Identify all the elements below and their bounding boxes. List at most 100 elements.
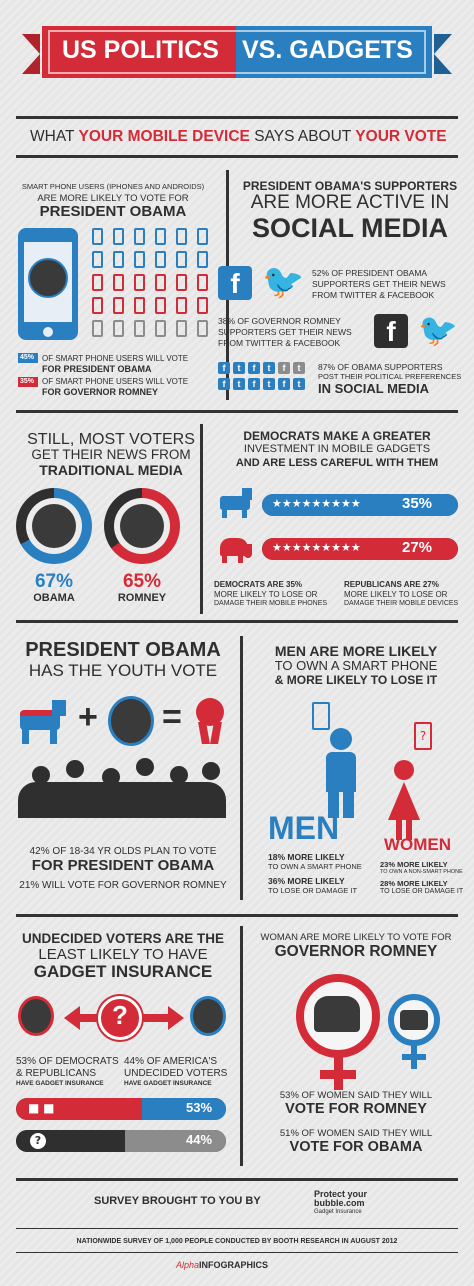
- insurance-undecided-bar-rest: [125, 1130, 226, 1152]
- insurance-undecided-bar: ?: [16, 1130, 226, 1152]
- obama-portrait: [190, 996, 226, 1036]
- s2-p1b: SUPPORTERS GET THEIR NEWS: [312, 279, 446, 289]
- divider: [16, 1178, 458, 1181]
- plus-sign: +: [78, 698, 98, 736]
- s8-p2: VOTE FOR ROMNEY: [285, 1101, 427, 1117]
- brand-line-1: Protect your: [314, 1189, 368, 1199]
- divider: [16, 155, 458, 158]
- phone-icon: [92, 251, 103, 268]
- s8-title-1: WOMAN ARE MORE LIKELY TO VOTE FOR: [260, 932, 452, 943]
- page-subtitle: WHAT YOUR MOBILE DEVICE SAYS ABOUT YOUR …: [30, 128, 447, 145]
- s2-p3b: POST THEIR POLITICAL PREFERENCES: [318, 372, 462, 381]
- equals-sign: =: [162, 698, 182, 736]
- legend-2-pct: 35%: [20, 378, 35, 385]
- phone-icon: [92, 274, 103, 291]
- s4-r2: MORE LIKELY TO LOSE OR: [344, 590, 448, 599]
- phone-icon: [92, 228, 103, 245]
- phone-icon: [176, 274, 187, 291]
- s4-d2: MORE LIKELY TO LOSE OR: [214, 590, 318, 599]
- twitter-icon: 🐦: [418, 311, 458, 349]
- phone-icon: [92, 320, 103, 337]
- phone-icon: [155, 297, 166, 314]
- bar-stars: ★★★★★★★★★: [272, 497, 361, 510]
- elephant-icon: [218, 534, 254, 564]
- phone-question-icon: ?: [414, 722, 432, 750]
- phone-icon: [176, 228, 187, 245]
- footer-survey: SURVEY BROUGHT TO YOU BY: [94, 1195, 261, 1207]
- facebook-icon: f: [218, 378, 230, 390]
- democrats-bar: ★★★★★★★★★: [262, 494, 458, 516]
- legend-blue-swatch: [18, 353, 38, 363]
- phone-icon: [197, 320, 208, 337]
- s7-b3: HAVE GADGET INSURANCE: [124, 1080, 212, 1087]
- romney-ring-chart: [104, 488, 180, 564]
- s7-title-1: UNDECIDED VOTERS ARE THE: [21, 931, 225, 946]
- phone-icon: [134, 274, 145, 291]
- s2-p2c: FROM TWITTER & FACEBOOK: [218, 338, 341, 348]
- romney-portrait: [120, 504, 164, 548]
- obama-pct: 67%: [34, 571, 74, 592]
- s2-title-3: SOCIAL MEDIA: [251, 213, 448, 243]
- s6-title-1: MEN ARE MORE LIKELY: [274, 643, 438, 659]
- s6-title-3: & MORE LIKELY TO LOSE IT: [274, 673, 438, 687]
- divider: [16, 410, 458, 413]
- banner-title-right: VS. GADGETS: [242, 36, 413, 64]
- insurance-party-bar-fill-blue: [142, 1098, 226, 1120]
- s8-p1: 53% OF WOMEN SAID THEY WILL: [279, 1090, 433, 1101]
- s2-p1c: FROM TWITTER & FACEBOOK: [312, 290, 435, 300]
- brand-line-3: Gadget Insurance: [314, 1208, 362, 1215]
- s5-f3: 21% WILL VOTE FOR GOVERNOR ROMNEY: [19, 880, 227, 891]
- banner-ribbon-left-tail: [22, 34, 40, 74]
- s1-intro: SMART PHONE USERS (IPHONES AND ANDROIDS): [21, 182, 205, 191]
- phone-home-button: [43, 327, 53, 337]
- s7-title-3: GADGET INSURANCE: [33, 962, 213, 981]
- donkey-icon: [18, 700, 68, 744]
- facebook-icon: f: [248, 362, 260, 374]
- footer-note: NATIONWIDE SURVEY OF 1,000 PEOPLE CONDUC…: [76, 1238, 398, 1245]
- insurance-party-bar-fill-red: [16, 1098, 142, 1120]
- phone-icon: [113, 320, 124, 337]
- s6-w1: 23% MORE LIKELY: [380, 860, 448, 869]
- s2-p2a: 38% OF GOVERNOR ROMNEY: [218, 316, 341, 326]
- s2-p2b: SUPPORTERS GET THEIR NEWS: [218, 327, 352, 337]
- question-mark-glyph: ?: [112, 1000, 128, 1030]
- insurance-party-bar-value: 53%: [186, 1100, 213, 1115]
- s7-a1: 53% OF DEMOCRATS: [16, 1056, 119, 1067]
- twitter-icon: t: [293, 378, 305, 390]
- s6-title-2: TO OWN A SMART PHONE: [274, 658, 438, 673]
- phone-icon: [92, 297, 103, 314]
- romney-portrait: [18, 996, 54, 1036]
- bar-stars: ★★★★★★★★★: [272, 541, 361, 554]
- phone-icon: [197, 228, 208, 245]
- s1-intro2: ARE MORE LIKELY TO VOTE FOR: [37, 193, 189, 204]
- man-figure-icon: [318, 728, 368, 818]
- insurance-undecided-bar-value: 44%: [186, 1132, 213, 1147]
- s4-title-1: DEMOCRATS MAKE A GREATER: [243, 429, 431, 443]
- facebook-icon: f: [374, 314, 408, 348]
- s5-f1: 42% OF 18-34 YR OLDS PLAN TO VOTE: [29, 846, 217, 857]
- banner-inner-border: [48, 30, 426, 74]
- legend-2-text: OF SMART PHONE USERS WILL VOTE: [42, 377, 189, 386]
- phone-icon: [134, 320, 145, 337]
- legend-2-sub: FOR GOVERNOR ROMNEY: [42, 387, 159, 397]
- phone-icon: [155, 228, 166, 245]
- s7-title-2: LEAST LIKELY TO HAVE: [38, 946, 208, 963]
- romney-pct: 65%: [122, 571, 162, 592]
- s6-m1: 18% MORE LIKELY: [268, 852, 345, 862]
- romney-label: ROMNEY: [117, 592, 167, 604]
- s8-p3: 51% OF WOMEN SAID THEY WILL: [279, 1128, 433, 1139]
- facebook-icon: f: [218, 266, 252, 300]
- s6-m4: TO LOSE OR DAMAGE IT: [268, 886, 358, 895]
- republicans-bar-value: 27%: [402, 539, 433, 556]
- legend-1-pct: 45%: [20, 354, 35, 361]
- vertical-divider: [240, 926, 243, 1166]
- phone-icon: [197, 274, 208, 291]
- twitter-icon: t: [233, 378, 245, 390]
- divider: [16, 116, 458, 119]
- divider: [16, 620, 458, 623]
- phone-icon: [197, 297, 208, 314]
- arrow-left-icon: [64, 1006, 80, 1030]
- question-mark-icon: ?: [30, 1133, 46, 1149]
- party-icons: ■ ■: [28, 1101, 55, 1115]
